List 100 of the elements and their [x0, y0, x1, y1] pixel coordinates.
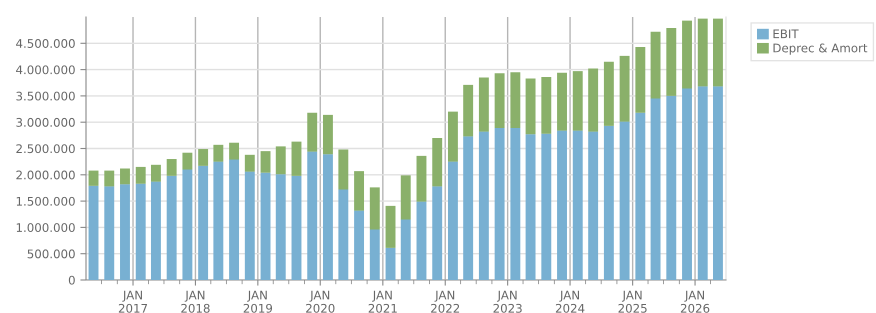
- bar: [229, 142, 240, 160]
- bar: [104, 170, 114, 186]
- y-tick-label: 2.000.000: [16, 170, 75, 180]
- bar: [307, 152, 318, 280]
- bar: [510, 72, 520, 128]
- bar: [510, 128, 520, 280]
- bar: [338, 150, 348, 190]
- bar: [682, 20, 692, 89]
- x-tick-label: JAN 2023: [493, 290, 522, 313]
- bar: [292, 142, 302, 176]
- y-tick-label: 1.500.000: [16, 196, 75, 206]
- bar: [635, 46, 646, 113]
- bar: [713, 18, 723, 86]
- bar: [588, 132, 598, 280]
- bar: [120, 184, 130, 280]
- bar: [604, 62, 614, 126]
- bar: [400, 175, 411, 220]
- bar: [136, 184, 146, 280]
- bar: [150, 164, 161, 182]
- y-tick-label: 3.000.000: [16, 118, 75, 127]
- bar: [292, 176, 302, 280]
- bar: [244, 172, 255, 280]
- bar: [88, 186, 98, 280]
- y-tick-label: 4.500.000: [16, 39, 75, 48]
- bar: [541, 76, 552, 134]
- bar: [666, 28, 676, 96]
- bar: [354, 210, 364, 280]
- bar: [386, 248, 396, 280]
- bar: [322, 114, 333, 154]
- bar: [557, 72, 567, 131]
- bar: [463, 136, 474, 280]
- bar: [478, 132, 489, 280]
- bar: [166, 159, 177, 176]
- bar: [88, 170, 98, 186]
- x-tick-label: JAN 2026: [680, 290, 710, 313]
- bar: [463, 84, 474, 136]
- bar: [494, 73, 505, 128]
- bar: [338, 190, 348, 280]
- bar: [572, 130, 583, 280]
- x-tick-label: JAN 2017: [118, 290, 148, 313]
- bar: [104, 186, 114, 280]
- bar: [557, 130, 567, 280]
- bar: [432, 186, 442, 280]
- bar: [244, 154, 255, 172]
- bar: [416, 202, 426, 280]
- bar: [260, 151, 270, 173]
- bar: [276, 174, 286, 280]
- y-tick-label: 500.000: [28, 249, 75, 258]
- y-tick-label: 3.500.000: [16, 92, 75, 101]
- bar: [541, 134, 552, 280]
- y-tick-label: 2.500.000: [16, 144, 75, 154]
- bar: [432, 138, 442, 186]
- bar: [213, 144, 224, 162]
- bar: [572, 71, 583, 131]
- bar: [182, 170, 192, 280]
- bar: [494, 128, 505, 280]
- bar: [526, 134, 536, 280]
- bar: [260, 172, 270, 280]
- bar: [478, 77, 489, 132]
- bar: [370, 187, 380, 230]
- bar: [416, 156, 426, 202]
- bar: [229, 160, 240, 280]
- bar: [136, 166, 146, 184]
- bar: [635, 112, 646, 280]
- bar: [698, 86, 708, 280]
- bar: [198, 149, 208, 166]
- y-tick-label: 1.000.000: [16, 223, 75, 232]
- bar: [713, 86, 723, 280]
- bar: [400, 220, 411, 280]
- bar: [322, 154, 333, 280]
- bar: [354, 171, 364, 211]
- bar: [198, 166, 208, 280]
- bar: [620, 56, 630, 122]
- bar: [526, 78, 536, 134]
- x-tick-label: JAN 2021: [368, 290, 397, 313]
- bar: [370, 230, 380, 280]
- bar: [650, 98, 661, 280]
- x-tick-label: JAN 2025: [618, 290, 647, 313]
- bar: [150, 182, 161, 280]
- x-tick-label: JAN 2024: [556, 290, 584, 313]
- bar: [650, 32, 661, 99]
- bar: [604, 126, 614, 280]
- x-tick-label: JAN 2022: [431, 290, 460, 313]
- bar: [448, 162, 458, 280]
- bar: [166, 176, 177, 280]
- bar: [276, 146, 286, 174]
- x-tick-label: JAN 2020: [306, 290, 334, 313]
- bar: [620, 122, 630, 280]
- bar: [120, 168, 130, 184]
- bar: [386, 206, 396, 248]
- bar: [588, 68, 598, 132]
- bar: [698, 18, 708, 86]
- legend-label: EBIT: [774, 30, 799, 38]
- y-tick-label: 0: [68, 276, 75, 285]
- bar: [182, 152, 192, 170]
- legend-label: Deprec & Amort: [774, 44, 868, 55]
- bar: [448, 112, 458, 162]
- x-tick-label: JAN 2018: [181, 290, 210, 313]
- bar: [682, 88, 692, 280]
- y-tick-label: 4.000.000: [16, 65, 75, 74]
